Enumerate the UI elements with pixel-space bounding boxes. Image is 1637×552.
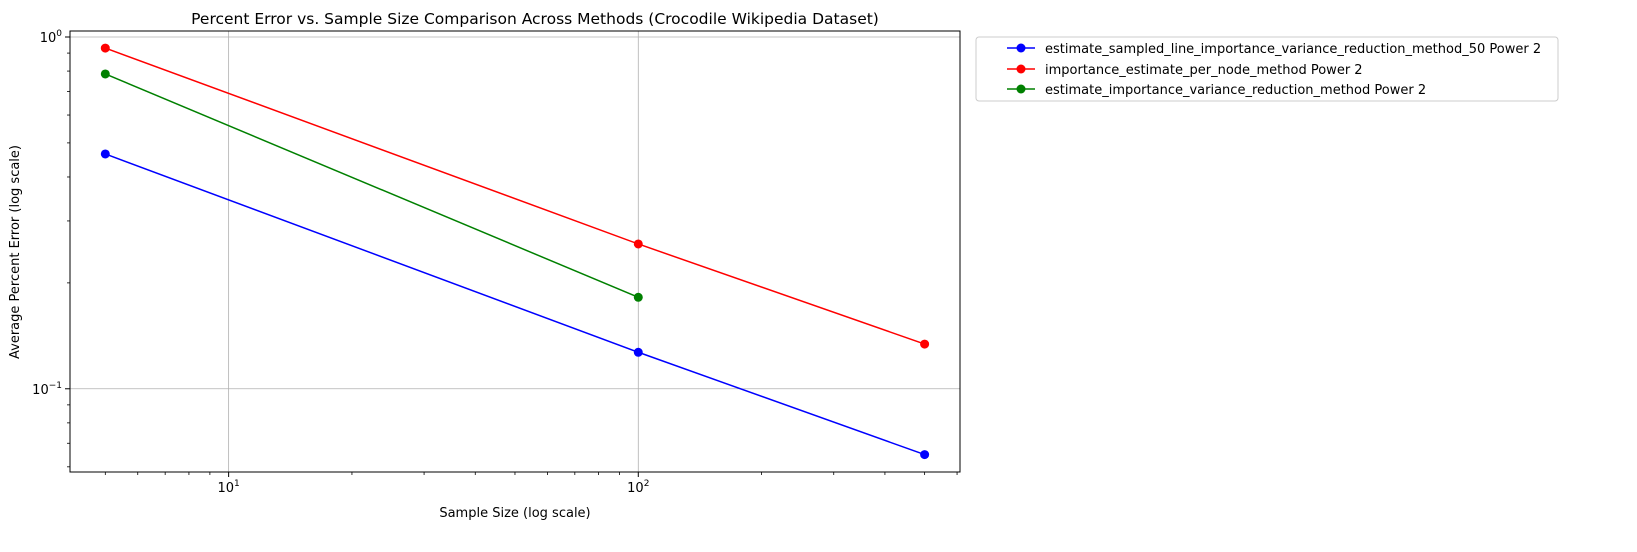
data-point [100,69,110,79]
data-point [633,292,643,302]
legend-entry: estimate_sampled_line_importance_varianc… [1007,42,1541,57]
data-point [920,450,930,460]
legend-box [975,36,1559,102]
x-tick-1: 101 [217,472,240,496]
data-point [100,43,110,53]
legend-entry: estimate_importance_variance_reduction_m… [1007,83,1426,98]
y-tick-1: 100 [40,29,70,46]
legend-marker-green [1016,84,1026,94]
grid-lines [70,31,960,472]
x-tick-label: 102 [627,479,649,496]
series-line-2 [105,73,639,298]
data-point [633,239,643,249]
legend: estimate_sampled_line_importance_varianc… [975,36,1559,102]
data-point [920,339,930,349]
chart-title: Percent Error vs. Sample Size Comparison… [191,10,879,28]
legend-marker-blue [1016,43,1026,53]
legend-label: estimate_importance_variance_reduction_m… [1045,83,1426,98]
legend-marker-red [1016,64,1026,74]
y-tick-label: 10−1 [32,381,62,398]
legend-label: importance_estimate_per_node_method Powe… [1045,63,1363,78]
legend-entry: importance_estimate_per_node_method Powe… [1007,63,1363,78]
legend-label: estimate_sampled_line_importance_varianc… [1045,42,1541,57]
series-layer [100,43,930,460]
plot-area [70,31,960,472]
x-tick-2: 102 [627,472,649,496]
data-point [633,347,643,357]
plot-frame [69,30,961,473]
y-tick-2: 10−1 [32,381,70,398]
data-point [100,149,110,159]
y-axis-label: Average Percent Error (log scale) [8,145,23,359]
y-tick-label: 100 [40,29,63,46]
x-axis-label: Sample Size (log scale) [439,506,590,521]
x-tick-label: 101 [217,479,239,496]
